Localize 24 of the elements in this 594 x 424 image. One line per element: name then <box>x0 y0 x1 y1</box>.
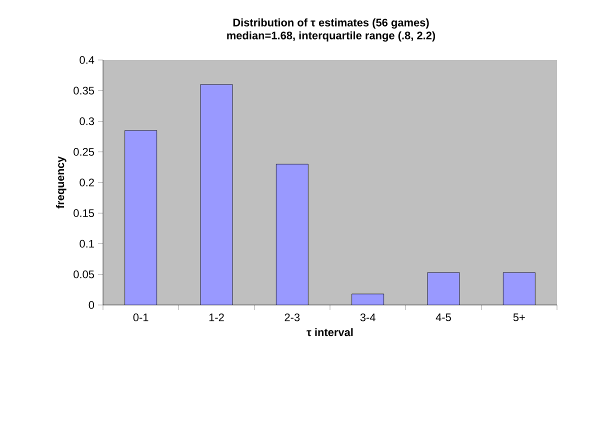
y-tick-label: 0.25 <box>74 148 94 156</box>
y-axis-title: frequency <box>56 156 66 208</box>
x-tick-label: 0-1 <box>133 314 148 322</box>
y-tick-label: 0 <box>88 301 94 309</box>
y-tick-label: 0.1 <box>80 240 94 248</box>
y-tick-label: 0.2 <box>80 178 94 186</box>
x-axis-title: τ interval <box>306 328 353 336</box>
x-tick-label: 4-5 <box>436 314 451 322</box>
y-tick-label: 0.05 <box>74 270 94 278</box>
y-tick-label: 0.4 <box>80 56 94 64</box>
y-tick-label: 0.3 <box>80 117 94 126</box>
y-tick-label: 0.15 <box>74 209 94 218</box>
chart-subtitle: median=1.68, interquartile range (.8, 2.2) <box>227 31 436 42</box>
bar <box>428 272 460 305</box>
bar <box>200 84 232 305</box>
x-tick-label: 2-3 <box>284 314 300 322</box>
chart-title: Distribution of τ estimates (56 games) <box>233 18 429 29</box>
y-tick-label: 0.35 <box>74 86 94 95</box>
x-tick-label: 1-2 <box>209 314 224 322</box>
x-tick-label: 3-4 <box>360 314 376 322</box>
x-tick-label: 5+ <box>513 314 525 322</box>
bar <box>124 130 157 305</box>
bar <box>502 272 536 305</box>
bar <box>276 164 308 305</box>
